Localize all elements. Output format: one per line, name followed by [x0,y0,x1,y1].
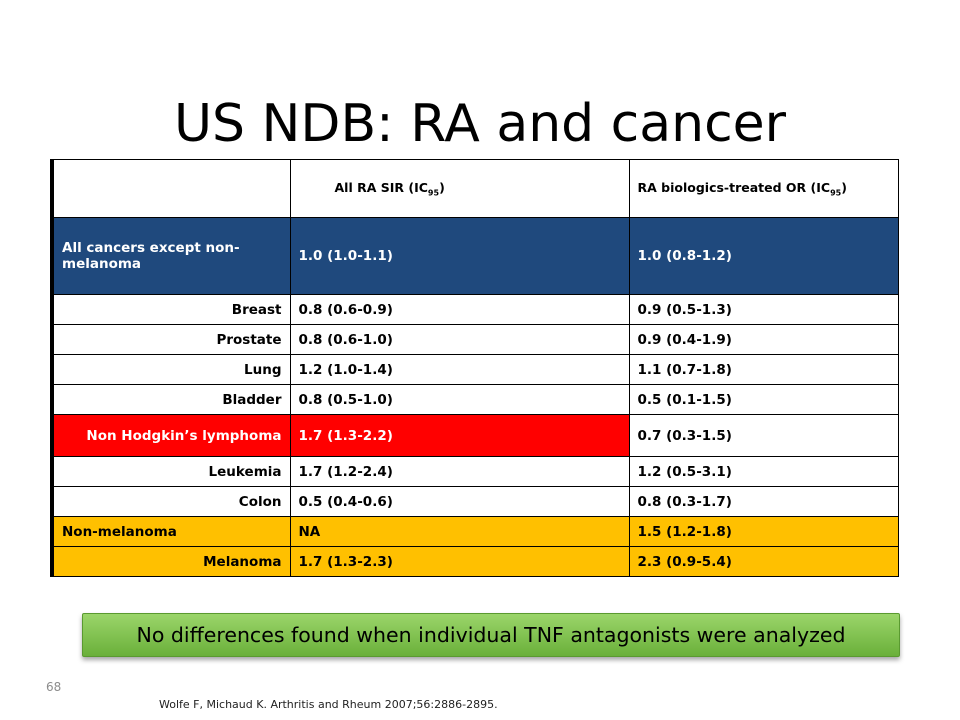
row-label: Non-melanoma [50,516,291,547]
table-row: Lung 1.2 (1.0-1.4) 1.1 (0.7-1.8) [50,354,899,385]
sir-value: 0.8 (0.5-1.0) [289,384,630,415]
table-row: Leukemia 1.7 (1.2-2.4) 1.2 (0.5-3.1) [50,456,899,487]
sir-value: 0.5 (0.4-0.6) [289,486,630,517]
sir-value: 0.8 (0.6-1.0) [289,324,630,355]
sir-value: 1.7 (1.3-2.3) [289,546,630,577]
row-label: Lung [50,354,291,385]
table-row: Colon 0.5 (0.4-0.6) 0.8 (0.3-1.7) [50,486,899,517]
sir-value: 1.0 (1.0-1.1) [289,217,630,295]
or-value: 1.2 (0.5-3.1) [628,456,899,487]
or-value: 1.5 (1.2-1.8) [628,516,899,547]
header-biologics-or: RA biologics-treated OR (IC95) [628,159,899,218]
row-label: All cancers except non-melanoma [50,217,291,295]
or-value: 0.5 (0.1-1.5) [628,384,899,415]
table-row: Breast 0.8 (0.6-0.9) 0.9 (0.5-1.3) [50,294,899,325]
row-label: Prostate [50,324,291,355]
cancer-risk-table: All RA SIR (IC95) RA biologics-treated O… [50,159,899,577]
header-empty [50,159,291,218]
sir-value: 0.8 (0.6-0.9) [289,294,630,325]
sir-value: NA [289,516,630,547]
row-label: Leukemia [50,456,291,487]
row-label: Colon [50,486,291,517]
sir-value: 1.2 (1.0-1.4) [289,354,630,385]
table-row: Non Hodgkin’s lymphoma 1.7 (1.3-2.2) 0.7… [50,414,899,457]
or-value: 1.1 (0.7-1.8) [628,354,899,385]
table-row: Bladder 0.8 (0.5-1.0) 0.5 (0.1-1.5) [50,384,899,415]
header-all-ra-sir: All RA SIR (IC95) [289,159,630,218]
table-row: Melanoma 1.7 (1.3-2.3) 2.3 (0.9-5.4) [50,546,899,577]
or-value: 1.0 (0.8-1.2) [628,217,899,295]
slide-title: US NDB: RA and cancer [173,94,787,154]
sir-value: 1.7 (1.2-2.4) [289,456,630,487]
table-row: Prostate 0.8 (0.6-1.0) 0.9 (0.4-1.9) [50,324,899,355]
citation: Wolfe F, Michaud K. Arthritis and Rheum … [159,698,498,711]
or-value: 2.3 (0.9-5.4) [628,546,899,577]
page-number: 68 [46,680,62,694]
row-label: Non Hodgkin’s lymphoma [50,414,291,457]
or-value: 0.7 (0.3-1.5) [628,414,899,457]
or-value: 0.9 (0.5-1.3) [628,294,899,325]
row-label: Melanoma [50,546,291,577]
or-value: 0.9 (0.4-1.9) [628,324,899,355]
table-row: Non-melanoma NA 1.5 (1.2-1.8) [50,516,899,547]
row-label: Bladder [50,384,291,415]
table-header-row: All RA SIR (IC95) RA biologics-treated O… [50,159,899,218]
table-row: All cancers except non-melanoma 1.0 (1.0… [50,217,899,295]
row-label: Breast [50,294,291,325]
conclusion-banner: No differences found when individual TNF… [82,613,900,657]
or-value: 0.8 (0.3-1.7) [628,486,899,517]
sir-value: 1.7 (1.3-2.2) [289,414,630,457]
